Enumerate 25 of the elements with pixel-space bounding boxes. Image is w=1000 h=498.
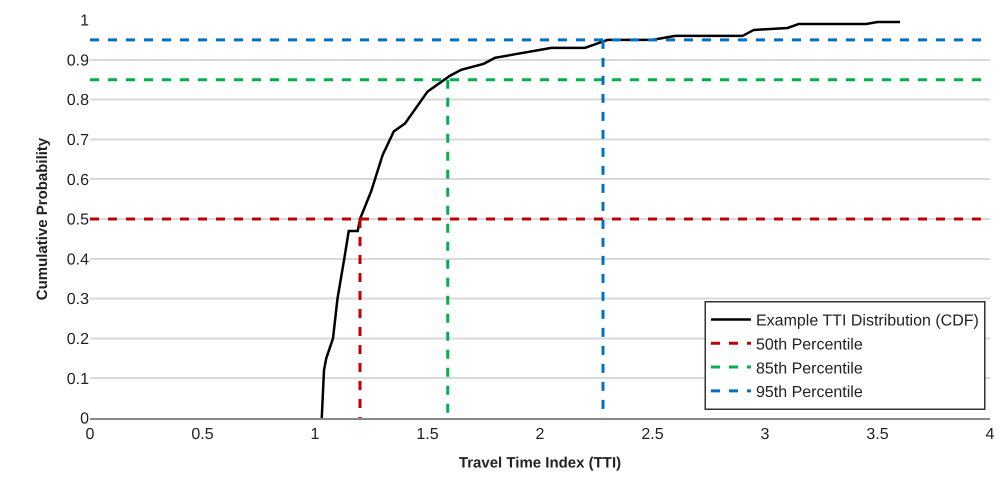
legend-label: 85th Percentile xyxy=(756,360,863,378)
x-tick-label: 3.5 xyxy=(866,426,889,443)
legend-label: 95th Percentile xyxy=(756,384,863,402)
y-tick-label: 1 xyxy=(80,12,90,30)
x-tick-label: 0.5 xyxy=(191,426,214,443)
y-tick-label: 0 xyxy=(80,410,90,428)
y-tick-label: 0.8 xyxy=(66,92,90,110)
x-tick-label: 2 xyxy=(536,426,545,443)
legend-label: 50th Percentile xyxy=(756,336,863,354)
y-tick-label: 0.6 xyxy=(66,172,90,189)
x-tick-label: 2.5 xyxy=(641,426,664,443)
y-tick-label: 0.7 xyxy=(66,132,90,149)
y-tick-label: 0.1 xyxy=(66,370,90,388)
legend-label: Example TTI Distribution (CDF) xyxy=(756,312,979,330)
y-tick-label: 0.4 xyxy=(66,251,90,268)
y-tick-label: 0.3 xyxy=(66,291,90,308)
x-axis-title: Travel Time Index (TTI) xyxy=(458,454,622,472)
y-tick-label: 0.9 xyxy=(66,52,90,70)
x-tick-label: 3 xyxy=(760,426,770,443)
x-tick-label: 4 xyxy=(986,426,995,443)
x-tick-label: 1.5 xyxy=(416,426,439,443)
y-axis-title: Cumulative Probability xyxy=(34,137,51,300)
x-tick-label: 1 xyxy=(310,426,320,443)
y-tick-label: 0.2 xyxy=(66,331,90,348)
y-tick-label: 0.5 xyxy=(66,212,90,229)
